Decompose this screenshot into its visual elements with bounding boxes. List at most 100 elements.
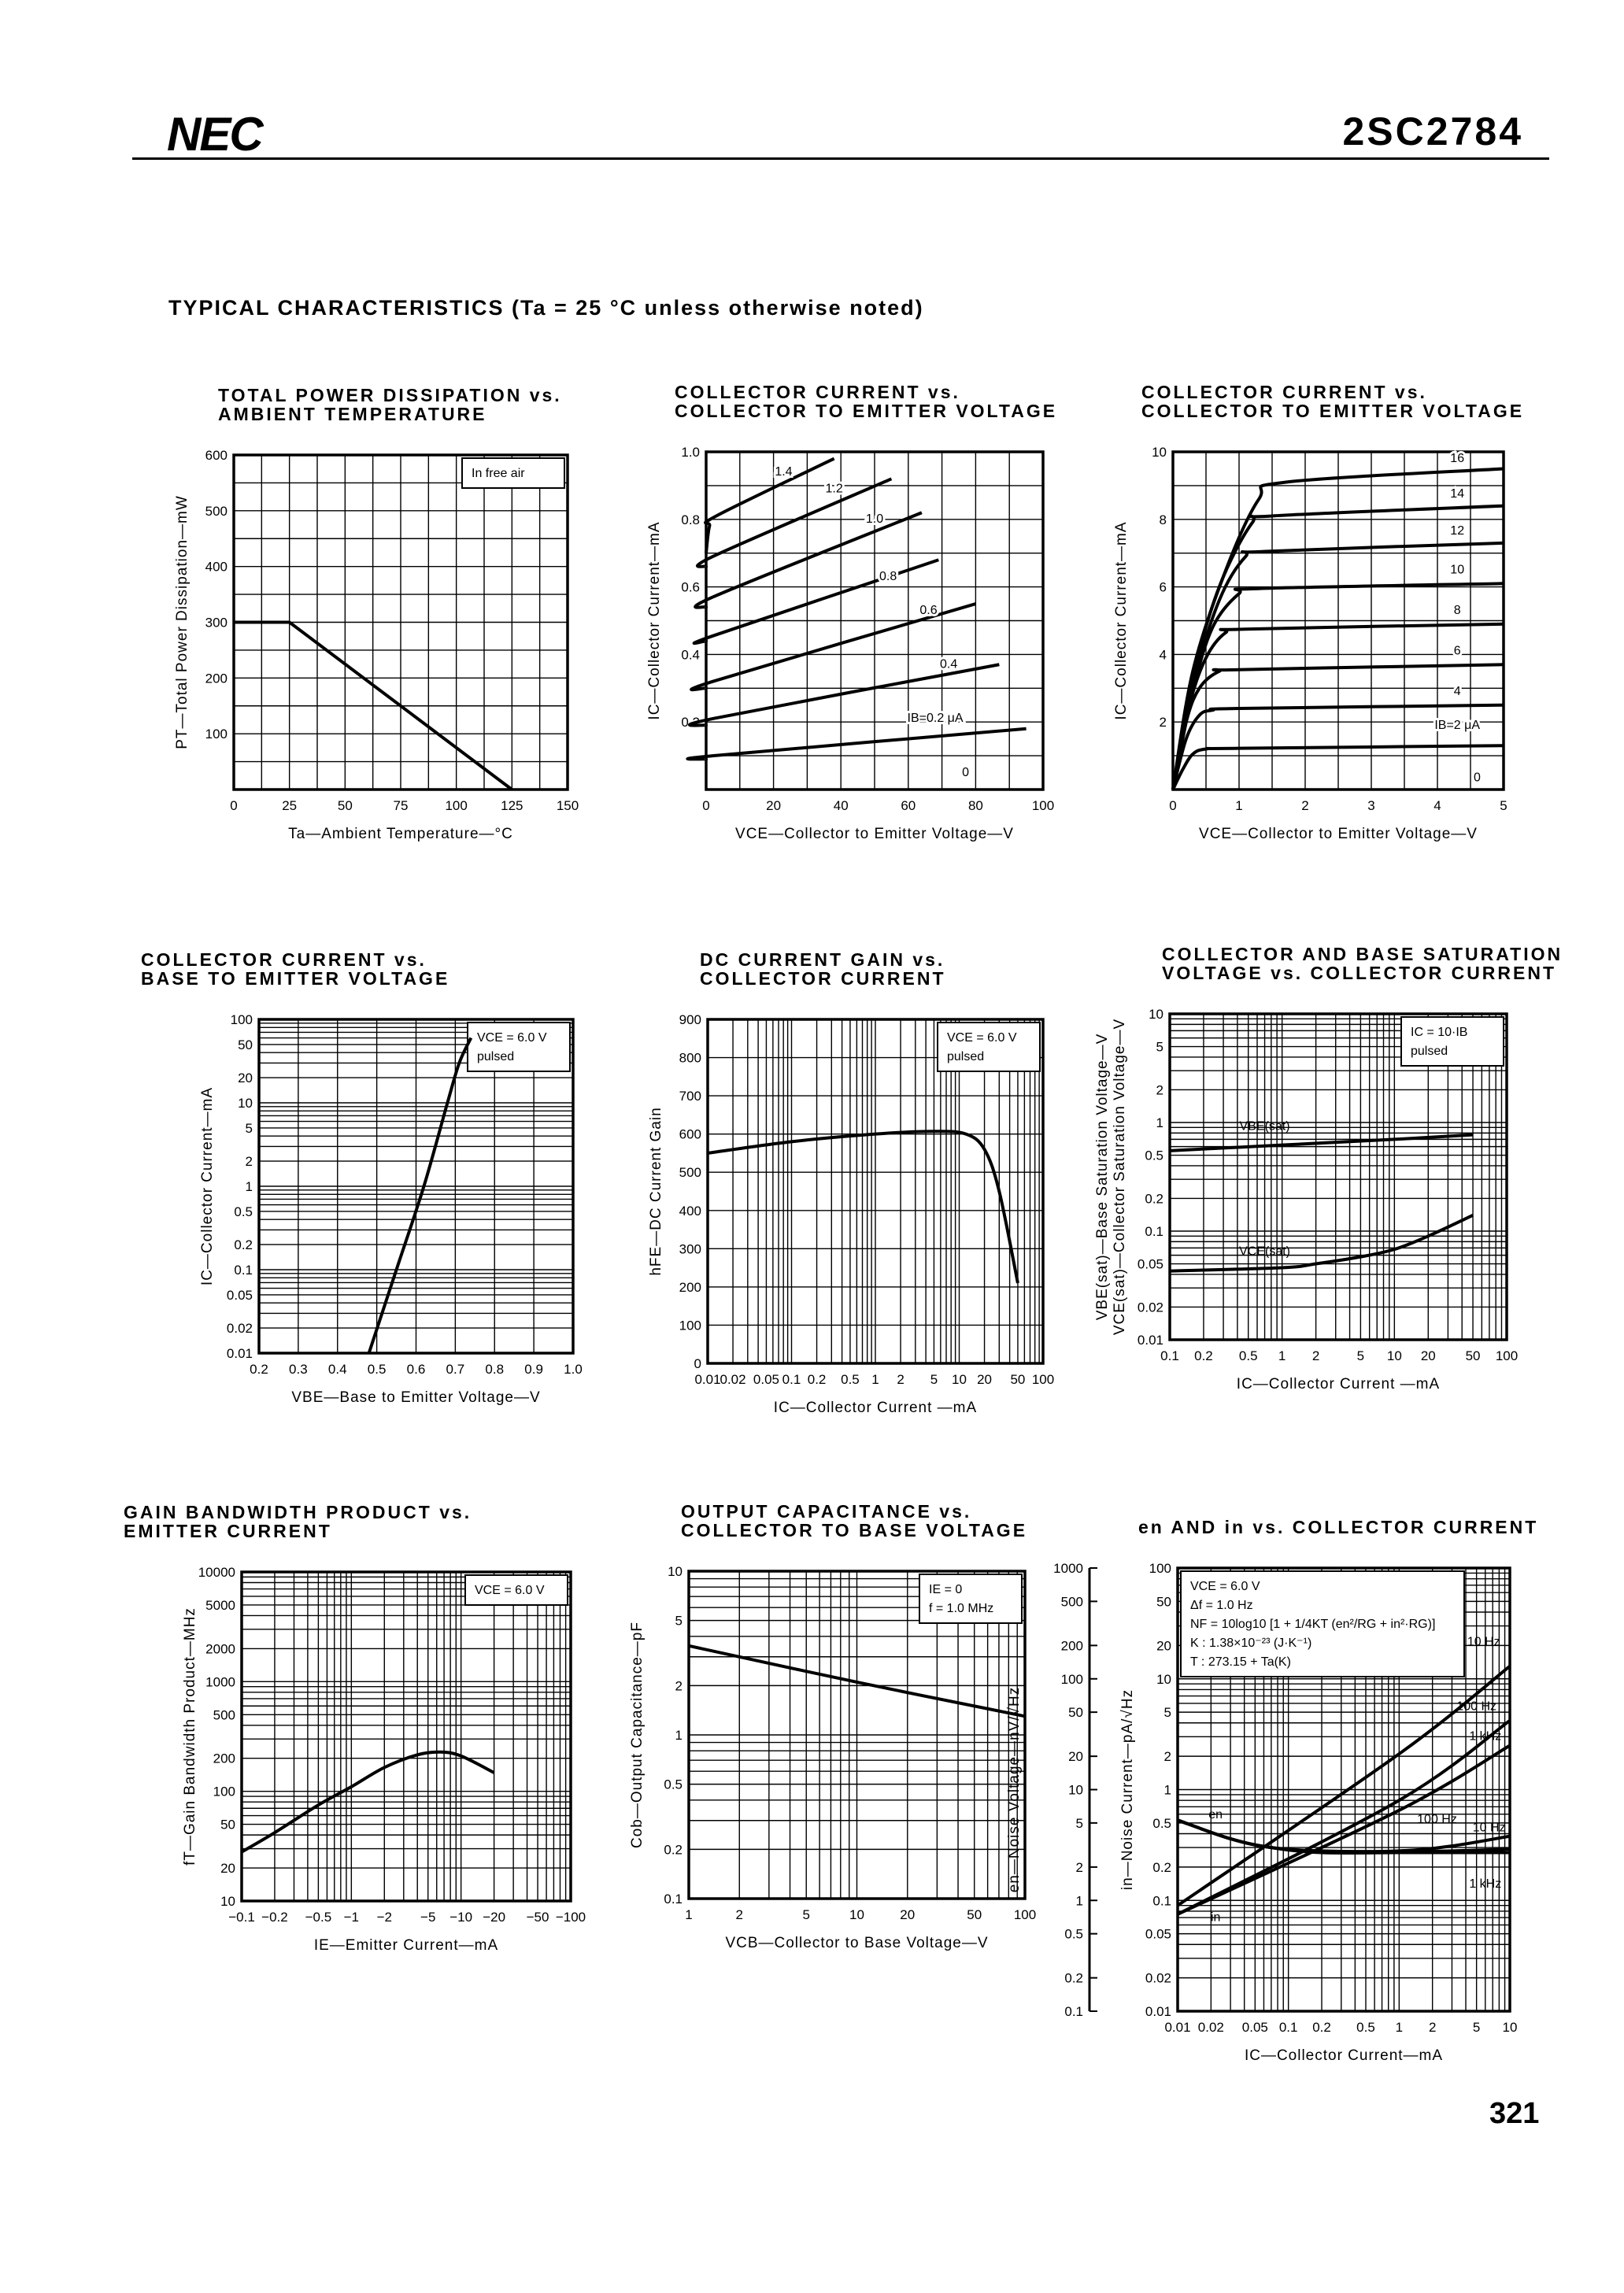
y-tick-label: 1 xyxy=(1164,1783,1171,1798)
x-tick-label: 10 xyxy=(1387,1348,1402,1363)
x-axis-label: IC—Collector Current —mA xyxy=(1237,1376,1440,1392)
series-label: 12 xyxy=(1450,524,1464,538)
y-tick-label: 1.0 xyxy=(681,445,700,460)
curve-annotation: en xyxy=(1208,1808,1223,1821)
y-tick-label: 2 xyxy=(246,1154,253,1169)
y-tick-label: 10 xyxy=(238,1096,253,1111)
x-tick-label: 0.5 xyxy=(368,1362,387,1377)
chart-2: COLLECTOR CURRENT vs.COLLECTOR TO EMITTE… xyxy=(646,382,1055,842)
y2-tick-label: 200 xyxy=(1061,1638,1083,1653)
chart-9: en AND in vs. COLLECTOR CURRENT 0.01 0.02 0… xyxy=(1006,1517,1538,2064)
condition-text: T : 273.15 + Ta(K) xyxy=(1190,1655,1291,1669)
x-tick-label: 0.5 xyxy=(1356,2020,1375,2035)
x-tick-label: 0.1 xyxy=(1160,1348,1179,1363)
y-tick-label: 0.02 xyxy=(227,1321,253,1336)
x-axis-label: IC—Collector Current —mA xyxy=(774,1400,977,1416)
y-tick-label: 0.2 xyxy=(1145,1191,1163,1206)
series-line-1 xyxy=(1171,744,1504,790)
series-label: 1.0 xyxy=(866,512,883,526)
x-tick-label: 1 xyxy=(685,1907,692,1922)
y-tick-label: 1 xyxy=(1156,1115,1163,1130)
y-tick-label: 5 xyxy=(1156,1040,1163,1055)
plot-frame xyxy=(1168,1012,1508,1341)
y2-tick-label: 0.1 xyxy=(1064,2004,1083,2019)
y-tick-label: 0.5 xyxy=(1145,1148,1163,1163)
x-axis-label: Ta—Ambient Temperature—°C xyxy=(288,826,513,842)
x-tick-label: 1 xyxy=(1278,1348,1286,1363)
y-tick-label: 0.6 xyxy=(681,580,700,595)
chart-title: COLLECTOR CURRENT xyxy=(700,968,946,989)
series-label: 1.4 xyxy=(775,465,792,479)
x-tick-label: 0.6 xyxy=(407,1362,426,1377)
x-tick-label: 0.4 xyxy=(328,1362,347,1377)
y-tick-label: 400 xyxy=(679,1204,701,1219)
condition-box xyxy=(937,1022,1041,1072)
x-axis-label: VCB—Collector to Base Voltage—V xyxy=(725,1935,988,1951)
x-tick-label: 2 xyxy=(1429,2020,1436,2035)
x-tick-label: 0.02 xyxy=(1198,2020,1224,2035)
grid xyxy=(1172,451,1504,790)
y-axis-label: fT—Gain Bandwidth Product—MHz xyxy=(182,1607,198,1866)
x-tick-label: −2 xyxy=(377,1910,392,1925)
y-tick-label: 5 xyxy=(675,1614,683,1629)
chart-title: COLLECTOR CURRENT vs. xyxy=(1141,382,1427,402)
series-label: VCE(sat) xyxy=(1239,1245,1290,1259)
y-axis-label: IC—Collector Current—mA xyxy=(199,1087,216,1285)
x-tick-label: 0.01 xyxy=(1164,2020,1190,2035)
y-tick-label: 0.1 xyxy=(1152,1893,1171,1908)
chart-title: VOLTAGE vs. COLLECTOR CURRENT xyxy=(1162,963,1556,983)
x-tick-label: 0.05 xyxy=(1242,2020,1268,2035)
condition-box xyxy=(467,1022,571,1072)
grid xyxy=(241,1572,571,1902)
condition-text: K : 1.38×10⁻²³ (J·K⁻¹) xyxy=(1190,1637,1311,1650)
y2-tick-label: 10 xyxy=(1068,1783,1083,1798)
x-tick-label: 60 xyxy=(901,798,916,813)
x-tick-label: 5 xyxy=(930,1372,938,1387)
x-tick-label: −50 xyxy=(527,1910,549,1925)
y-tick-label: 100 xyxy=(205,727,228,742)
y-tick-label: 1 xyxy=(246,1179,253,1194)
x-tick-label: 100 xyxy=(445,798,467,813)
x-tick-label: 100 xyxy=(1032,798,1054,813)
x-axis-label: IC—Collector Current—mA xyxy=(1245,2047,1443,2064)
series-label: 1.2 xyxy=(826,482,843,495)
y2-tick-label: 1 xyxy=(1076,1893,1083,1908)
y-tick-label: 300 xyxy=(679,1241,701,1256)
chart-title: COLLECTOR TO EMITTER VOLTAGE xyxy=(1141,401,1524,421)
condition-text: Δf = 1.0 Hz xyxy=(1190,1599,1253,1612)
x-tick-label: 40 xyxy=(834,798,849,813)
x-tick-label: 4 xyxy=(1433,798,1441,813)
y-tick-label: 50 xyxy=(1156,1594,1171,1609)
x-tick-label: 25 xyxy=(282,798,297,813)
series-label: IB=0.2 μA xyxy=(908,712,964,725)
condition-box xyxy=(1400,1016,1504,1067)
series-line-2 xyxy=(1169,1214,1474,1273)
y-tick-label: 0.05 xyxy=(1138,1257,1163,1272)
y-tick-label: 0.01 xyxy=(1145,2004,1171,2019)
curve-annotation: in xyxy=(1211,1911,1220,1925)
y-tick-label: 10 xyxy=(668,1564,683,1579)
chart-title: COLLECTOR CURRENT vs. xyxy=(141,949,427,970)
series-line-2 xyxy=(1171,703,1504,790)
x-tick-label: 0.05 xyxy=(753,1372,779,1387)
y-axis-label: IC—Collector Current—mA xyxy=(1113,521,1130,719)
chart-title: en AND in vs. COLLECTOR CURRENT xyxy=(1138,1517,1538,1537)
series-label: 4 xyxy=(1454,685,1461,698)
y-tick-label: 200 xyxy=(205,671,228,686)
y-tick-label: 500 xyxy=(205,504,228,519)
x-tick-label: 100 xyxy=(1496,1348,1518,1363)
y-tick-label: 0.2 xyxy=(234,1237,253,1252)
plot-frame xyxy=(687,1570,1027,1900)
curve-annotation: 0 xyxy=(962,766,969,779)
y-tick-label: 10 xyxy=(1149,1007,1163,1022)
series-line-7 xyxy=(704,457,835,553)
section-title: TYPICAL CHARACTERISTICS (Ta = 25 °C unle… xyxy=(168,296,924,320)
y-tick-label: 0 xyxy=(694,1356,701,1371)
x-tick-label: 0.1 xyxy=(782,1372,801,1387)
condition-text: VCE = 6.0 V xyxy=(477,1031,547,1045)
series-label: VBE(sat) xyxy=(1240,1120,1290,1134)
y-tick-label: 20 xyxy=(238,1071,253,1085)
x-axis-label: IE—Emitter Current—mA xyxy=(314,1937,498,1954)
y-tick-label: 100 xyxy=(1149,1561,1171,1576)
